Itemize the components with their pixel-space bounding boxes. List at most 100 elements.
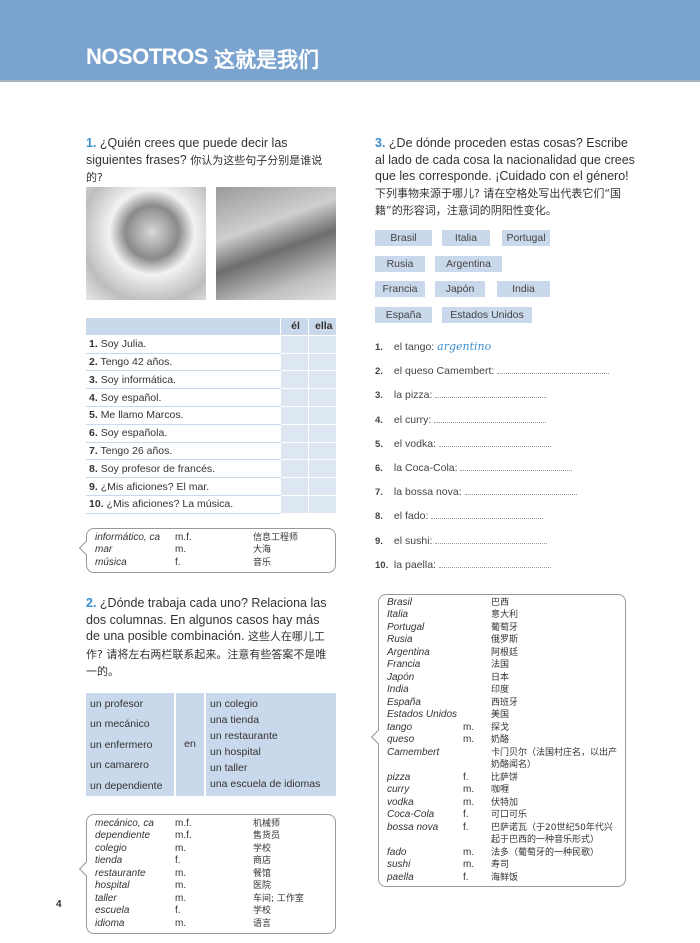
checkbox-el[interactable] xyxy=(279,406,308,425)
vocab-gender: m. xyxy=(175,544,187,556)
vocab-translation: 机械师 xyxy=(253,818,281,829)
exercise-number: 1. xyxy=(86,136,97,150)
checkbox-ella[interactable] xyxy=(307,353,336,372)
checkbox-ella[interactable] xyxy=(307,335,336,354)
vocab-row: taller m. 车间; 工作室 xyxy=(95,893,327,906)
vocab-word: tienda xyxy=(95,855,123,867)
vocab-gender xyxy=(463,709,491,722)
checkbox-ella[interactable] xyxy=(307,459,336,479)
vocab-translation: 探戈 xyxy=(491,722,510,733)
vocab-word xyxy=(387,834,463,847)
checkbox-el[interactable] xyxy=(279,370,308,390)
vocab-word: India xyxy=(387,684,409,696)
answer-blank[interactable] xyxy=(431,510,544,520)
vocab-gender: m.f. xyxy=(175,817,192,829)
vocab-word: queso xyxy=(387,734,415,746)
vocab-word: taller xyxy=(95,892,117,904)
matching-right-item[interactable]: una tienda xyxy=(210,713,260,726)
checkbox-el[interactable] xyxy=(279,495,308,514)
country-row: Francia Japón India xyxy=(375,281,637,297)
country-box: Portugal xyxy=(502,230,550,246)
table-row: 6. Soy española. xyxy=(86,424,336,443)
vocab-gender xyxy=(463,672,491,685)
answer-blank[interactable] xyxy=(435,389,548,399)
checkbox-el[interactable] xyxy=(279,459,308,479)
vocab-row: Italia 意大利 xyxy=(387,609,617,622)
checkbox-ella[interactable] xyxy=(307,495,336,514)
item-number: 7. xyxy=(375,487,383,499)
vocab-translation: 奶酪闻名） xyxy=(491,760,537,771)
matching-right-item[interactable]: un hospital xyxy=(210,745,261,758)
vocab-row: Rusia 俄罗斯 xyxy=(387,634,617,647)
checkbox-el[interactable] xyxy=(279,477,308,496)
checkbox-ella[interactable] xyxy=(307,477,336,496)
answer-blank[interactable] xyxy=(497,365,610,375)
vocab-row: fado m. 法多（葡萄牙的一种民歌） xyxy=(387,847,617,860)
vocab-gender: f. xyxy=(175,905,181,917)
country-box: India xyxy=(497,281,550,297)
instruction-text-cn: 你认为这些句子分别是谁说的? xyxy=(86,153,323,185)
vocab-row: Estados Unidos 美国 xyxy=(387,709,617,722)
matching-right-item[interactable]: un colegio xyxy=(210,697,258,710)
item-text: el curry: xyxy=(393,413,432,426)
checkbox-el[interactable] xyxy=(279,388,308,407)
vocab-translation: 学校 xyxy=(253,906,272,917)
checkbox-el[interactable] xyxy=(279,442,308,461)
vocab-row: bossa nova f. 巴萨诺瓦（于20世纪50年代兴 xyxy=(387,822,617,835)
vocab-word: informático, ca xyxy=(95,531,161,543)
vocab-word: pizza xyxy=(387,771,411,783)
item-text: la pizza: xyxy=(393,389,433,402)
answer-blank[interactable] xyxy=(460,462,573,471)
answer-blank[interactable] xyxy=(435,535,548,544)
vocab-translation: 售货员 xyxy=(253,831,281,842)
vocab-word: paella xyxy=(387,871,414,883)
answer-blank[interactable] xyxy=(438,438,551,447)
answer-blank[interactable] xyxy=(434,414,547,423)
checkbox-ella[interactable] xyxy=(307,388,336,407)
checkbox-el[interactable] xyxy=(279,335,308,354)
vocab-gender: m. xyxy=(463,796,475,808)
vocab-word: curry xyxy=(387,784,410,796)
vocab-row: 起于巴西的一种音乐形式） xyxy=(387,834,617,847)
vocab-word: Portugal xyxy=(387,621,425,633)
item-text: la paella: xyxy=(393,558,436,571)
vocab-gender xyxy=(463,659,491,672)
vocab-gender: f. xyxy=(463,809,469,821)
checkbox-ella[interactable] xyxy=(307,406,336,425)
table-row: 7. Tengo 26 años. xyxy=(86,442,336,461)
matching-right-item[interactable]: un taller xyxy=(210,761,248,774)
vocab-row: vodka m. 伏特加 xyxy=(387,797,617,810)
answer-blank[interactable] xyxy=(464,486,577,496)
matching-right-item[interactable]: una escuela de idiomas xyxy=(210,777,321,790)
row-number: 9. xyxy=(89,480,98,493)
checkbox-ella[interactable] xyxy=(307,424,336,443)
vocab-word: bossa nova xyxy=(387,821,439,833)
vocab-row: Camembert 卡门贝尔（法国村庄名，以出产 xyxy=(387,747,617,760)
matching-right-item[interactable]: un restaurante xyxy=(210,729,278,742)
exercise-2-instructions: 2. ¿Dónde trabaja cada uno? Relaciona la… xyxy=(86,595,336,681)
item-number: 2. xyxy=(375,366,383,378)
vocab-translation: 寿司 xyxy=(491,860,510,871)
vocab-translation: 印度 xyxy=(491,685,510,696)
row-text: 2. Tengo 42 años. xyxy=(86,353,280,372)
answer-blank[interactable] xyxy=(438,559,551,568)
item-number: 5. xyxy=(375,438,383,450)
vocab-word: Japón xyxy=(387,671,415,683)
matching-left-item[interactable]: un profesor xyxy=(90,697,144,710)
exercise-3-items: 1. el tango: argentino 2. el queso Camemb… xyxy=(375,340,637,582)
checkbox-el[interactable] xyxy=(279,424,308,443)
checkbox-el[interactable] xyxy=(279,353,308,372)
checkbox-ella[interactable] xyxy=(307,442,336,461)
vocab-translation: 车间; 工作室 xyxy=(253,893,304,904)
matching-left-item[interactable]: un enfermero xyxy=(90,738,153,751)
vocab-word: Italia xyxy=(387,609,409,621)
checkbox-ella[interactable] xyxy=(307,370,336,390)
matching-left-item[interactable]: un mecánico xyxy=(90,718,150,731)
vocab-translation: 伏特加 xyxy=(491,797,519,808)
left-column: 1. ¿Quién crees que puede decir las sigu… xyxy=(78,135,336,935)
vocab-word: España xyxy=(387,696,421,708)
table-row: 3. Soy informática. xyxy=(86,370,336,390)
vocab-gender: f. xyxy=(175,855,181,867)
matching-left-item[interactable]: un dependiente xyxy=(90,779,163,792)
matching-left-item[interactable]: un camarero xyxy=(90,759,149,772)
